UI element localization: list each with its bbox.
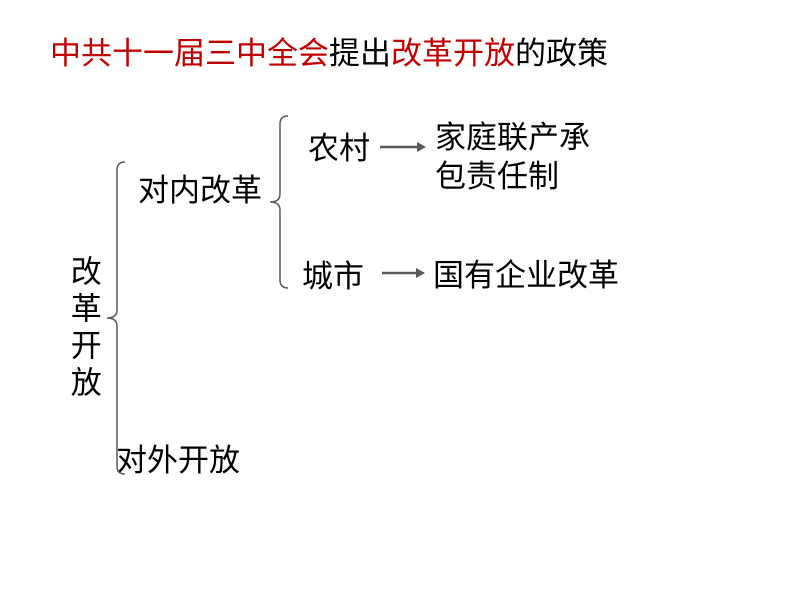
arrow-urban-head <box>416 268 425 278</box>
arrow-urban <box>0 0 794 596</box>
